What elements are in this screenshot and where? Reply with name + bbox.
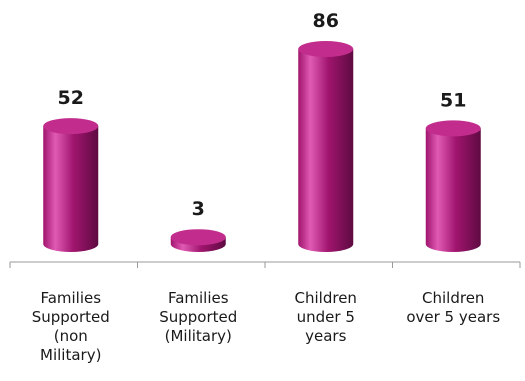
x-axis <box>9 261 521 268</box>
bar-top <box>425 120 481 137</box>
category-label: Children under 5 years <box>295 289 357 345</box>
category-label: Families Supported (non Military) <box>32 289 110 364</box>
bar-top <box>170 229 226 246</box>
bars-layer <box>43 41 481 252</box>
bar-top <box>43 118 99 135</box>
category-label: Families Supported (Military) <box>159 289 237 345</box>
bar-top <box>298 41 354 57</box>
labels-layer: 52 Families Supported (non Military) 3 Familie… <box>32 10 501 364</box>
bar <box>298 49 354 252</box>
bar <box>425 128 481 252</box>
bar <box>43 126 99 252</box>
data-label: 52 <box>58 87 84 109</box>
data-label: 86 <box>313 10 339 32</box>
category-label: Children over 5 years <box>406 289 500 326</box>
data-label: 3 <box>192 198 205 220</box>
data-label: 51 <box>440 89 466 111</box>
